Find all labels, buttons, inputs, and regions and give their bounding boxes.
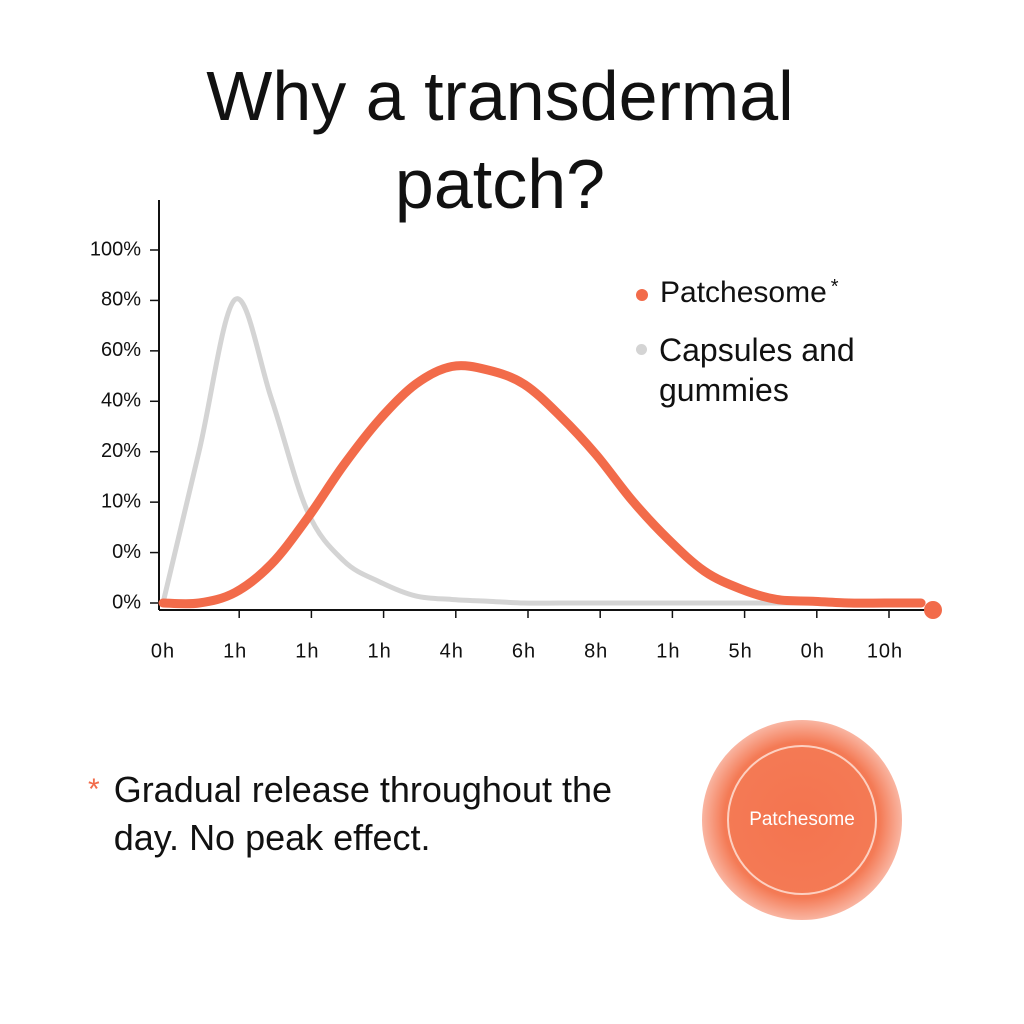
badge: Patchesome: [702, 720, 902, 920]
y-tick-label: 80%: [101, 289, 141, 311]
legend-swatch: [636, 289, 648, 301]
x-tick-label: 0h: [801, 640, 825, 662]
legend-asterisk: *: [830, 276, 839, 298]
x-tick-label: 1h: [367, 640, 391, 662]
legend-swatch: [636, 344, 647, 355]
x-tick-label: 1h: [223, 640, 247, 662]
series-line: [160, 296, 852, 606]
y-tick-label: 0%: [112, 591, 141, 613]
y-tick-label: 0%: [112, 541, 141, 563]
x-tick-label: 6h: [512, 640, 536, 662]
legend-item: Patchesome *: [636, 276, 839, 310]
axis-end-dot: [924, 601, 942, 619]
y-tick-label: 60%: [101, 339, 141, 361]
y-tick-label: 20%: [101, 440, 141, 462]
footnote-text: Gradual release throughout the day. No p…: [113, 769, 613, 858]
x-tick-label: 10h: [867, 640, 903, 662]
badge-label: Patchesome: [749, 809, 855, 830]
y-tick-label: 40%: [101, 390, 141, 412]
x-tick-label: 4h: [440, 640, 464, 662]
y-tick-label: 100%: [90, 238, 141, 260]
x-tick-label: 5h: [728, 640, 752, 662]
x-tick-label: 1h: [656, 640, 680, 662]
legend-label: Capsules and gummies: [659, 332, 855, 408]
chart-title: Why a transdermal patch?: [206, 57, 794, 223]
legend-item: Capsules and gummies: [636, 330, 896, 410]
x-tick-label: 1h: [295, 640, 319, 662]
badge-ring: [727, 745, 877, 895]
x-tick-label: 8h: [584, 640, 608, 662]
x-tick-label: 0h: [151, 640, 175, 662]
legend-label: Patchesome: [660, 276, 827, 309]
y-tick-label: 10%: [101, 490, 141, 512]
series-line: [158, 361, 926, 609]
footnote-marker: *: [88, 773, 100, 806]
footnote: * Gradual release throughout the day. No…: [88, 766, 648, 862]
